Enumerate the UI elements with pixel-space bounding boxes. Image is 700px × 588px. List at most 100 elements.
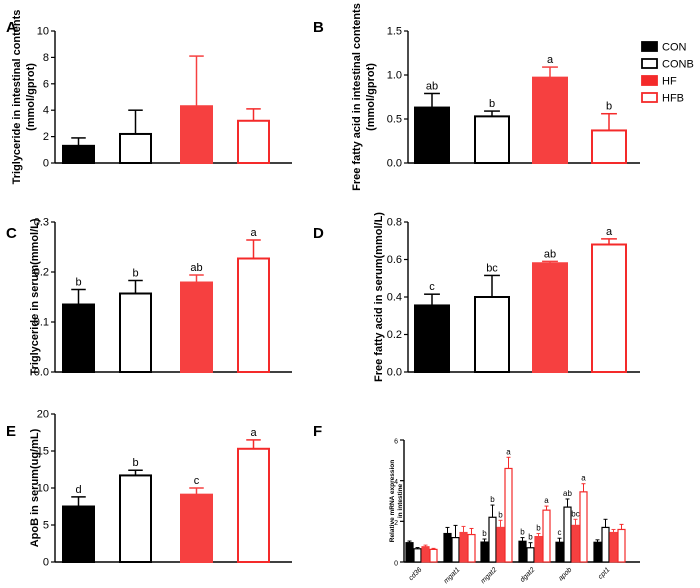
bar-cd36-hf: [421, 546, 430, 563]
significance-letter: c: [194, 475, 200, 487]
bar-hfb: [237, 447, 270, 563]
significance-letter: a: [506, 447, 511, 456]
bar-apob-con: [555, 541, 564, 563]
significance-letter: bc: [486, 262, 498, 274]
significance-letter: a: [250, 427, 257, 439]
significance-letter: ab: [563, 489, 572, 498]
y-tick-label: 0.0: [387, 158, 402, 170]
y-tick-label: 0.2: [387, 329, 402, 341]
bar-dgat2-con: [518, 540, 527, 563]
panel-e: E 0 5 10 15 20 ApoB in serum(ug/mL) d b c a: [6, 409, 292, 569]
y-axis-label: Relative mRNA expression: [389, 460, 396, 543]
bar-dgat2-conb: [526, 547, 535, 563]
legend-label-con: CON: [662, 42, 687, 54]
legend-swatch-conb: [641, 58, 658, 69]
y-tick-label: 2: [394, 520, 398, 527]
bar-mgat1-conb: [451, 536, 460, 563]
legend-label-hf: HF: [662, 76, 677, 88]
bar-con: [62, 505, 95, 563]
bar-mgat2-hf: [496, 526, 505, 563]
y-axis-label: Triglyceride in serum(mmol/L): [29, 218, 41, 375]
significance-letter: b: [536, 524, 541, 533]
bar-hfb: [591, 243, 627, 373]
significance-letter: c: [429, 281, 435, 293]
legend-swatch-hf: [641, 75, 658, 86]
bar-conb: [119, 132, 152, 165]
y-tick-label: 0.0: [34, 367, 49, 379]
y-tick-label: 8: [43, 52, 49, 64]
panel-b: B 0.0 0.5 1.0 1.5 Free fatty acid in intestin…: [313, 3, 640, 191]
significance-letter: ab: [426, 80, 438, 92]
y-axis-label: (mmol/gprot): [25, 63, 37, 131]
bar-apob-hfb: [579, 491, 588, 563]
y-axis-label: Triglyceride in intestinal contents: [11, 10, 23, 185]
y-tick-label: 4: [43, 105, 49, 117]
y-tick-label: 2: [43, 131, 49, 143]
y-tick-label: 5: [43, 520, 49, 532]
bar-cpt1-con: [593, 541, 602, 563]
bar-cd36-conb: [413, 548, 422, 563]
y-axis-label: Free fatty acid in intestinal contents: [351, 3, 363, 191]
bar-conb: [474, 296, 510, 373]
bar-cpt1-conb: [601, 526, 610, 563]
bar-dgat2-hfb: [542, 509, 551, 563]
x-tick-label: cpt1: [597, 566, 611, 580]
y-tick-label: 0.0: [387, 367, 402, 379]
x-tick-label: cd36: [408, 566, 424, 582]
bar-dgat2-hf: [534, 535, 543, 563]
panel-label: A: [6, 19, 17, 36]
legend: CON CONB HF HFB: [641, 41, 694, 105]
y-tick-label: 1.0: [387, 70, 402, 82]
significance-letter: b: [132, 268, 138, 280]
bar-mgat1-hf: [459, 531, 468, 563]
panel-f: F 0 2 4 6 Relative mRNA expression in intestin…: [313, 423, 640, 585]
bar-cpt1-hf: [609, 531, 618, 563]
bar-hfb: [237, 119, 270, 165]
bar-mgat1-con: [443, 532, 452, 563]
bar-mgat2-hfb: [504, 467, 513, 563]
y-tick-label: 0: [394, 561, 398, 568]
bar-hf: [532, 76, 568, 164]
x-tick-label: mgat1: [443, 566, 462, 585]
panel-label: D: [313, 225, 324, 242]
x-tick-label: mgat2: [480, 566, 499, 585]
bar-mgat2-conb: [488, 516, 497, 563]
bar-hf: [180, 493, 213, 563]
significance-letter: a: [547, 54, 554, 66]
significance-letter: b: [490, 495, 495, 504]
y-tick-label: 4: [394, 479, 398, 486]
significance-letter: b: [520, 528, 525, 537]
y-tick-label: 0.5: [387, 114, 402, 126]
legend-swatch-con: [641, 41, 658, 52]
significance-letter: a: [250, 227, 257, 239]
significance-letter: a: [581, 474, 586, 483]
significance-letter: b: [606, 101, 612, 113]
y-axis-label: in intestine: [397, 483, 404, 518]
significance-letter: c: [558, 528, 562, 537]
y-tick-label: 0.4: [387, 292, 402, 304]
significance-letter: b: [489, 98, 495, 110]
bar-cpt1-hfb: [617, 528, 626, 563]
y-tick-label: 0: [43, 557, 49, 569]
bar-mgat2-con: [480, 541, 489, 563]
x-tick-label: apob: [557, 566, 573, 582]
y-axis-label: ApoB in serum(ug/mL): [29, 428, 41, 547]
bar-cd36-con: [405, 542, 414, 563]
significance-letter: b: [482, 529, 487, 538]
legend-swatch-hfb: [641, 92, 658, 103]
legend-label-conb: CONB: [662, 59, 694, 71]
significance-letter: ab: [544, 248, 556, 260]
panel-label: B: [313, 19, 324, 36]
y-tick-label: 20: [37, 409, 49, 421]
significance-letter: b: [498, 510, 503, 519]
legend-label-hfb: HFB: [662, 93, 684, 105]
bar-mgat1-hfb: [467, 533, 476, 563]
y-tick-label: 0: [43, 158, 49, 170]
y-axis-label: Free fatty acid in serum(mmol/L): [373, 212, 385, 382]
bar-hf: [180, 105, 213, 164]
bar-conb: [119, 292, 152, 373]
bar-con: [62, 144, 95, 164]
y-tick-label: 0.6: [387, 254, 402, 266]
